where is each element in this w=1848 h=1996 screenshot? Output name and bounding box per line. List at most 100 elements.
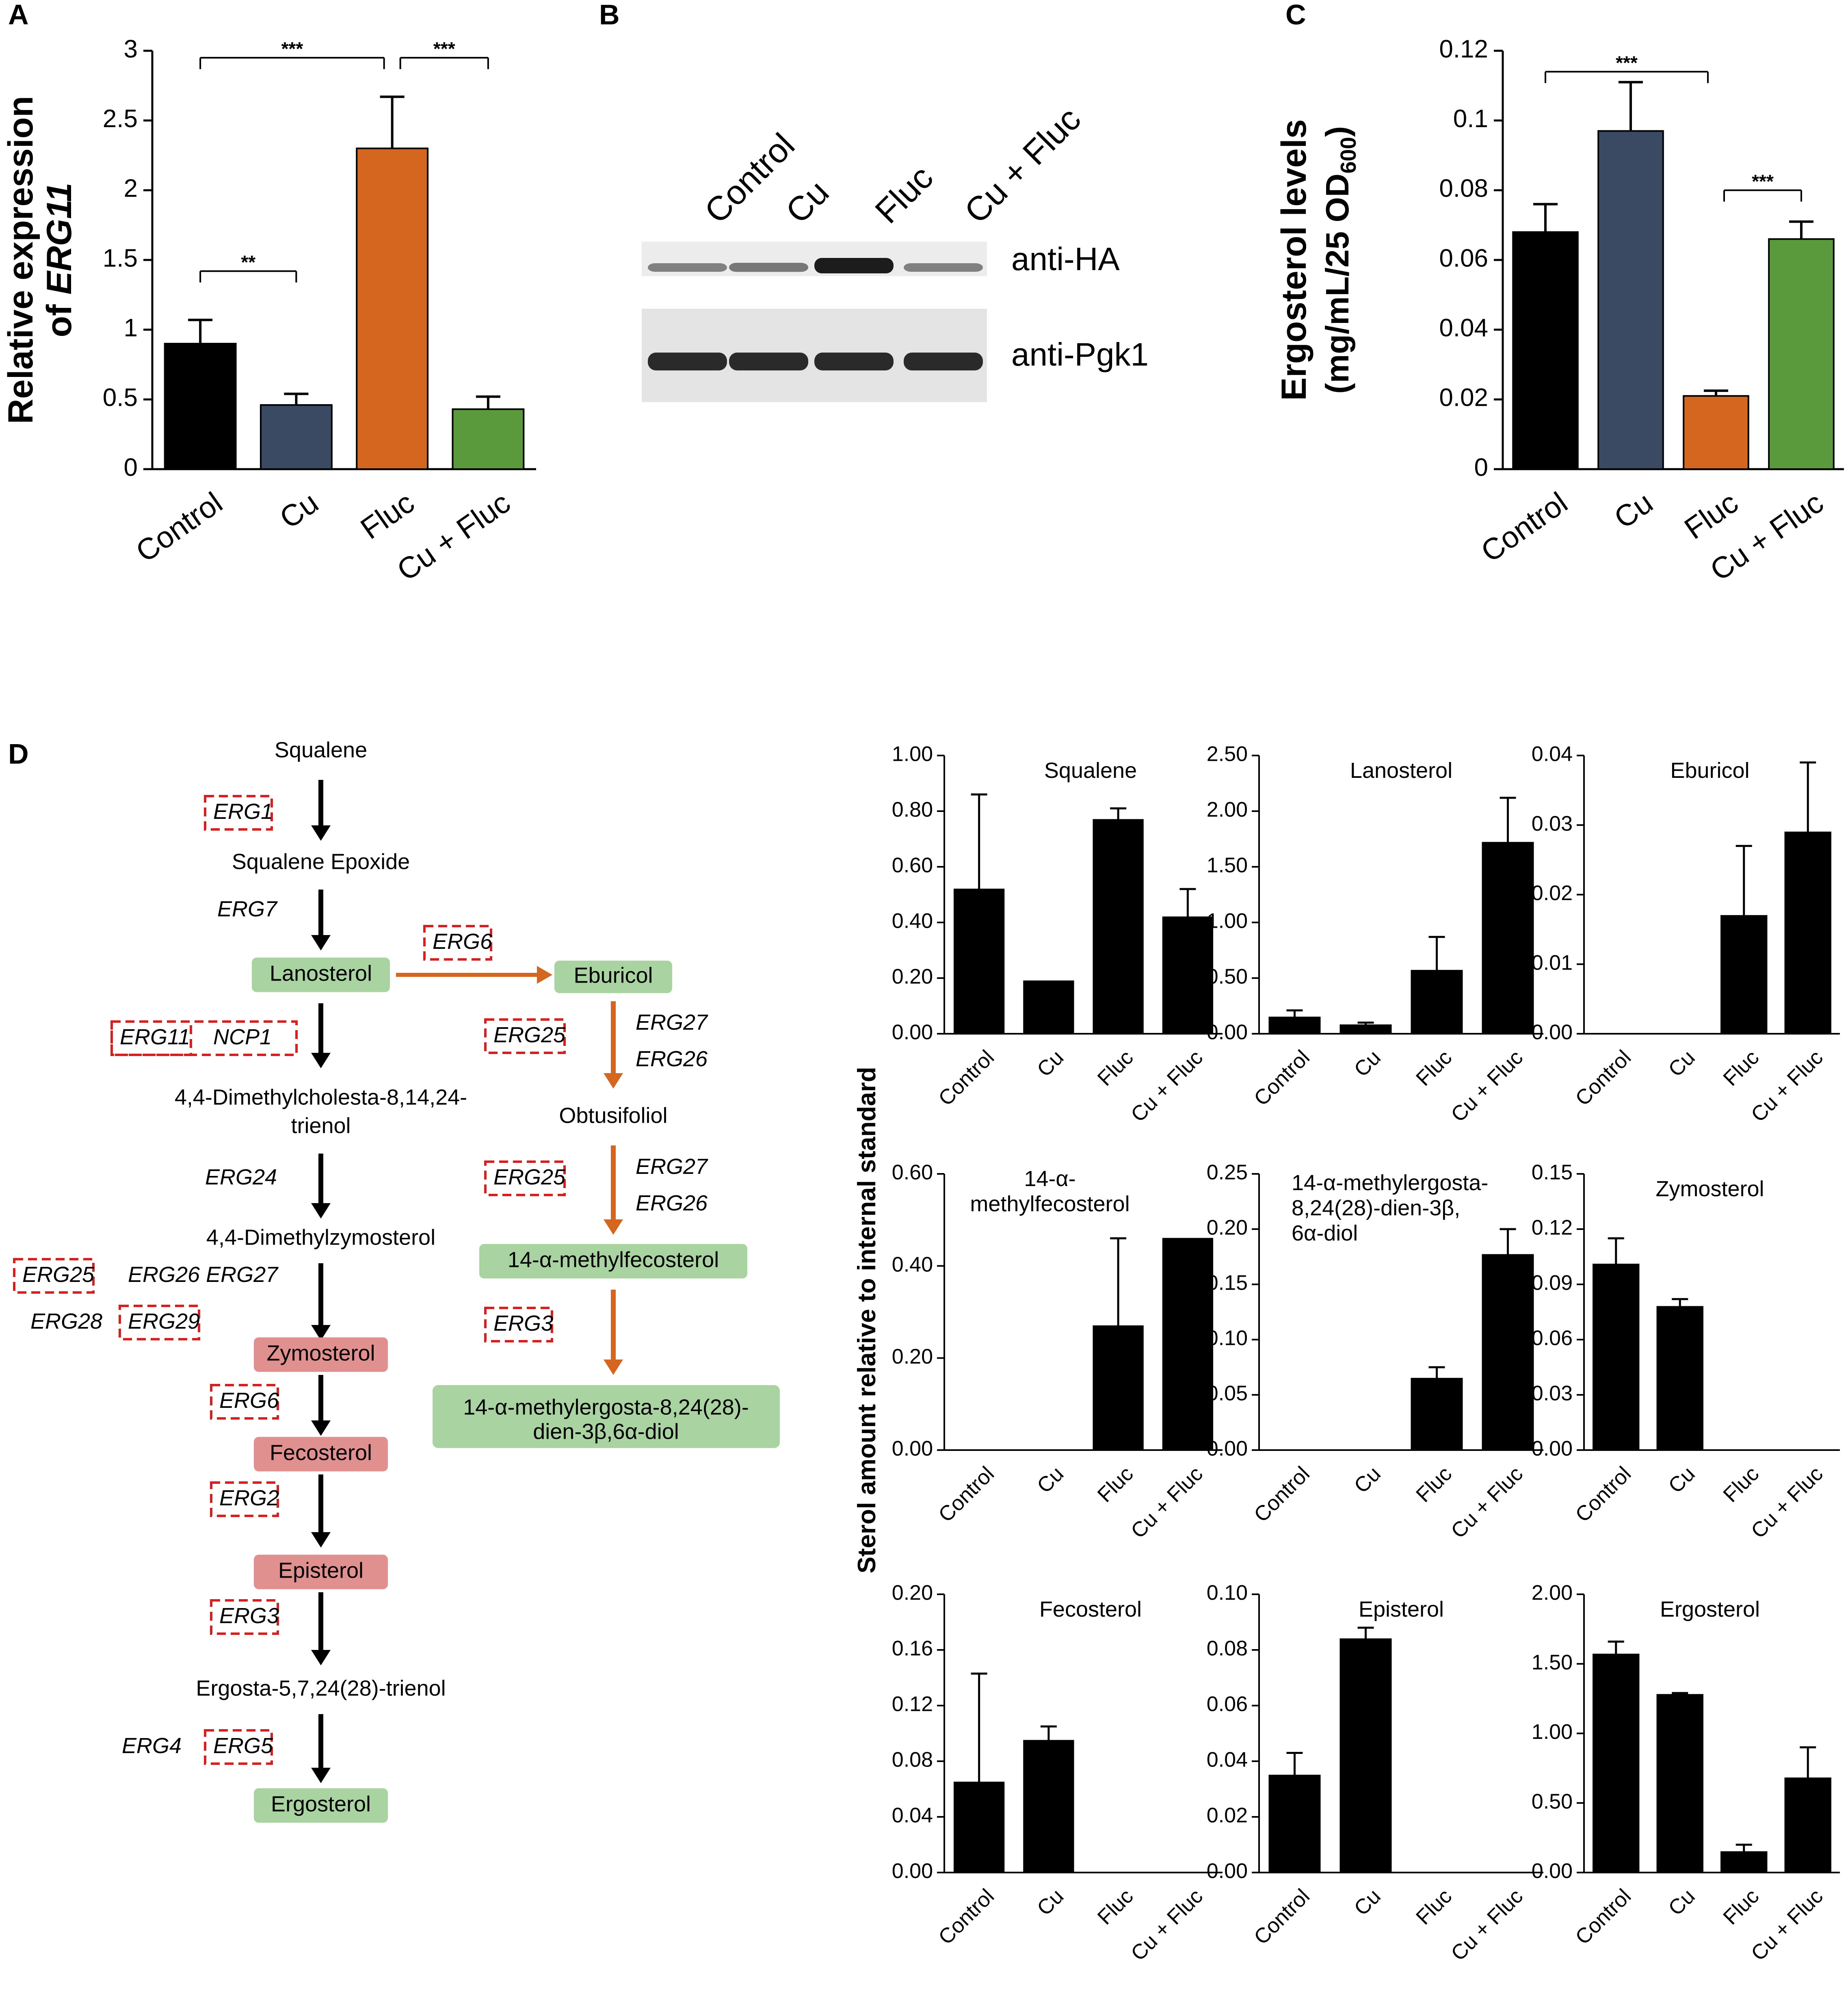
bar-cu-fluc (1785, 1778, 1831, 1873)
blot-band-ha (648, 263, 727, 272)
node-squalene-epoxide: Squalene Epoxide (232, 849, 410, 874)
y-tick-label: 0.00 (892, 1021, 933, 1044)
category-label: Control (130, 485, 228, 569)
arrow-obtusifoliol-head (604, 1073, 623, 1089)
y-tick-label: 0.20 (1207, 1216, 1248, 1240)
y-tick-label: 0.00 (1532, 1860, 1573, 1883)
y-tick-label: 0.00 (1207, 1437, 1248, 1461)
category-label: Cu (1664, 1046, 1700, 1081)
arrow-diol-head (604, 1360, 623, 1375)
y-tick-label: 0 (124, 453, 138, 481)
category-label: Fluc (1719, 1462, 1764, 1507)
bar-control (954, 889, 1004, 1034)
node-ergosterol: Ergosterol (271, 1792, 371, 1816)
chart-title: 14-α- (1024, 1167, 1075, 1191)
gene-erg6-branch: ERG6 (433, 929, 493, 954)
arrow-methylfecosterol-head (604, 1219, 623, 1235)
bar-fluc (357, 148, 428, 469)
pathway-arrow-head (311, 1532, 331, 1548)
bar-fluc (1411, 970, 1463, 1034)
pathway-arrow-head (311, 825, 331, 841)
y-axis-label: of ERG11 (40, 183, 79, 338)
bar-fluc (1411, 1378, 1463, 1450)
y-tick-label: 1.00 (892, 743, 933, 766)
chart-squalene: 0.00 0.20 0.40 0.60 0.80 1.00 Control Cu FlucCu … (892, 743, 1223, 1127)
gene-erg26-branch-2: ERG26 (636, 1191, 708, 1215)
category-label: Cu (1608, 485, 1659, 535)
y-tick-label: 0.00 (1532, 1437, 1573, 1461)
significance-label: ** (241, 251, 255, 273)
y-tick-label: 0.15 (1207, 1271, 1248, 1295)
chart-eburicol: 0.000.010.020.030.04Control Cu FlucCu + Fl… (1532, 743, 1840, 1127)
bar-cu (1598, 131, 1663, 469)
chart-title: Zymosterol (1655, 1177, 1764, 1201)
y-axis-label-part: of (40, 294, 79, 337)
pathway-arrow-head (311, 1768, 331, 1783)
bar-cu-fluc (1163, 1238, 1213, 1450)
y-tick-label: 0.5 (103, 384, 138, 412)
y-tick-label: 0.03 (1532, 1382, 1573, 1405)
y-tick-label: 0.20 (892, 965, 933, 989)
category-label: Cu + Fluc (1447, 1046, 1528, 1126)
significance-label: *** (281, 38, 303, 59)
y-axis-label-sub: 600 (1336, 137, 1361, 173)
node-eburicol: Eburicol (573, 963, 653, 987)
chart-fecosterol: 0.000.040.080.120.160.20Control Cu FlucCu … (892, 1581, 1223, 1966)
bar-fluc (1684, 396, 1748, 469)
bar-cu (261, 405, 332, 469)
lane-label: Cu (778, 173, 836, 230)
chart-title: Eburicol (1670, 758, 1749, 783)
y-tick-label: 0.03 (1532, 812, 1573, 836)
chart-title: Episterol (1359, 1597, 1444, 1621)
category-label: Cu (273, 485, 324, 535)
significance-label: *** (1752, 171, 1774, 192)
bar-control (1269, 1775, 1320, 1873)
y-tick-label: 0.60 (892, 854, 933, 877)
bar-cu-fluc (1482, 1255, 1534, 1450)
y-axis-label: (mg/mL/25 OD600) (1319, 126, 1361, 394)
category-label: Fluc (1093, 1046, 1138, 1090)
y-tick-label: 0.15 (1532, 1161, 1573, 1184)
y-tick-label: 0.12 (1439, 35, 1488, 63)
y-tick-label: 0.40 (892, 1253, 933, 1276)
pathway-arrow-head (311, 1053, 331, 1068)
bar-cu-fluc (452, 409, 524, 469)
chart-title: Fecosterol (1039, 1597, 1142, 1621)
pathway-arrow-head (311, 1203, 331, 1219)
y-tick-label: 0.12 (892, 1693, 933, 1716)
bar-control (1269, 1017, 1320, 1034)
bar-cu (1024, 1741, 1073, 1873)
y-tick-label: 1.50 (1532, 1651, 1573, 1674)
category-label: Control (1571, 1046, 1636, 1111)
bar-cu (1340, 1025, 1391, 1034)
category-label: Fluc (1719, 1046, 1764, 1090)
category-label: Cu (1032, 1884, 1068, 1920)
blot-band-ha (814, 258, 894, 273)
y-tick-label: 0.25 (1207, 1161, 1248, 1184)
chart-title: 8,24(28)-dien-3β, (1292, 1196, 1460, 1220)
chart-title: Lanosterol (1350, 758, 1452, 783)
node-fecosterol: Fecosterol (270, 1440, 372, 1465)
bar-cu (1657, 1695, 1703, 1873)
chart-methylfecosterol: 0.000.200.400.60Control Cu FlucCu + Fluc14… (892, 1161, 1223, 1543)
y-tick-label: 0.40 (892, 909, 933, 933)
gene-erg6: ERG6 (219, 1388, 279, 1413)
category-label: Control (934, 1462, 999, 1527)
category-label: Fluc (1411, 1046, 1456, 1090)
node-ergosta-trienol: Ergosta-5,7,24(28)-trienol (196, 1676, 446, 1700)
category-label: Fluc (355, 485, 420, 546)
node-trienol: trienol (291, 1113, 351, 1138)
gene-erg29: ERG29 (128, 1309, 200, 1334)
y-axis-label: Ergosterol levels (1275, 119, 1314, 400)
category-label: Cu (1032, 1462, 1068, 1498)
gene-erg3-branch: ERG3 (493, 1311, 553, 1336)
chart-diol: 0.00 0.05 0.10 0.15 0.20 0.25 Control Cu FlucCu … (1207, 1161, 1543, 1543)
gene-erg27-branch-2: ERG27 (636, 1154, 708, 1179)
significance-label: *** (1616, 52, 1638, 74)
node-zymosterol: Zymosterol (266, 1341, 375, 1365)
category-label: Control (934, 1046, 999, 1111)
y-tick-label: 0.00 (892, 1437, 933, 1461)
category-label: Cu + Fluc (1126, 1884, 1207, 1965)
y-tick-label: 0.12 (1532, 1216, 1573, 1240)
lane-label: Cu + Fluc (957, 100, 1088, 230)
